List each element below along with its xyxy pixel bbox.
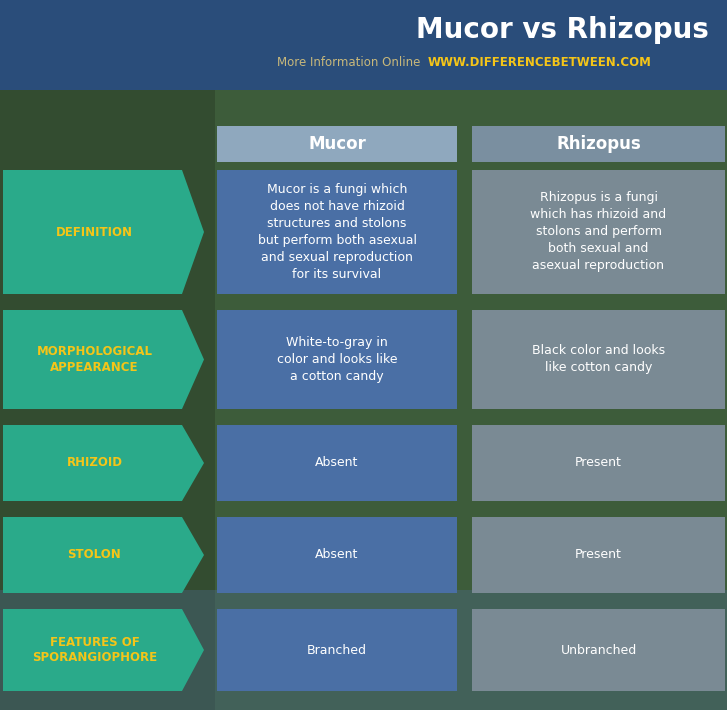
Text: Black color and looks
like cotton candy: Black color and looks like cotton candy [532,344,665,374]
Bar [472,126,725,162]
Bar [217,609,457,691]
Text: Branched: Branched [307,643,367,657]
Polygon shape [3,425,204,501]
Bar [217,126,457,162]
Bar [472,609,725,691]
Text: WWW.DIFFERENCEBETWEEN.COM: WWW.DIFFERENCEBETWEEN.COM [428,57,652,70]
Text: STOLON: STOLON [68,549,121,562]
Text: DEFINITION: DEFINITION [56,226,133,239]
Text: Mucor vs Rhizopus: Mucor vs Rhizopus [416,16,709,44]
Text: RHIZOID: RHIZOID [66,457,123,469]
Bar [217,425,457,501]
Bar [0,590,727,710]
Text: Mucor: Mucor [308,135,366,153]
Text: Rhizopus: Rhizopus [556,135,641,153]
Bar [217,517,457,593]
Text: Present: Present [575,549,622,562]
Polygon shape [3,310,204,409]
Bar [217,170,457,294]
Polygon shape [3,609,204,691]
Text: Absent: Absent [316,549,358,562]
Text: Absent: Absent [316,457,358,469]
Bar [0,0,727,90]
Bar [472,310,725,409]
Bar [472,517,725,593]
Bar [217,310,457,409]
Text: MORPHOLOGICAL
APPEARANCE: MORPHOLOGICAL APPEARANCE [36,345,153,373]
Text: White-to-gray in
color and looks like
a cotton candy: White-to-gray in color and looks like a … [277,336,397,383]
Bar [472,170,725,294]
Text: FEATURES OF
SPORANGIOPHORE: FEATURES OF SPORANGIOPHORE [32,635,157,665]
Bar [472,425,725,501]
Bar [0,90,727,710]
Polygon shape [3,517,204,593]
Text: Unbranched: Unbranched [561,643,637,657]
Text: More Information Online: More Information Online [277,57,420,70]
Text: Mucor is a fungi which
does not have rhizoid
structures and stolons
but perform : Mucor is a fungi which does not have rhi… [257,183,417,281]
Polygon shape [3,170,204,294]
Text: Rhizopus is a fungi
which has rhizoid and
stolons and perform
both sexual and
as: Rhizopus is a fungi which has rhizoid an… [531,192,667,273]
Text: Present: Present [575,457,622,469]
Bar [0,90,215,710]
